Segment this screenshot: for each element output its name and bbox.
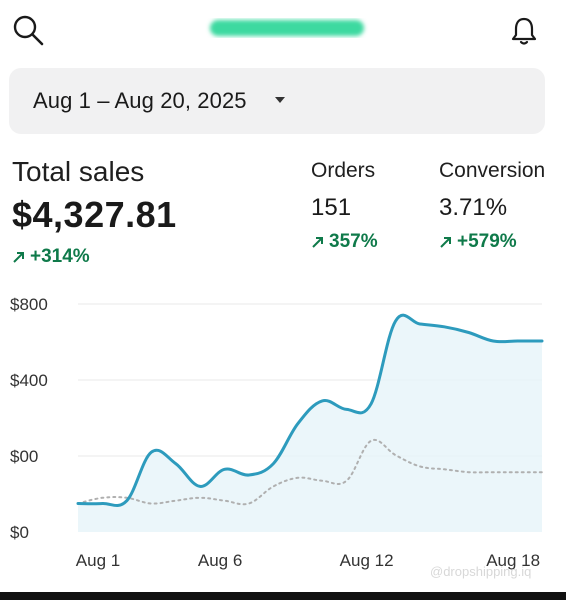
arrow-up-right-icon	[440, 237, 451, 248]
arrow-up-right-icon	[13, 252, 24, 263]
total-sales-value: $4,327.81	[12, 194, 177, 235]
conversion-change: +579%	[439, 231, 517, 253]
bottom-bar	[0, 592, 566, 600]
bell-icon[interactable]	[508, 14, 540, 48]
conversion-change-value: +579%	[457, 231, 517, 252]
orders-change-value: 357%	[329, 231, 378, 252]
arrow-up-right-icon	[312, 237, 323, 248]
caret-down-icon	[275, 97, 285, 103]
x-tick-label: Aug 12	[340, 551, 394, 570]
total-sales-change-value: +314%	[30, 246, 90, 267]
sales-area-fill	[78, 315, 542, 532]
orders-title: Orders	[311, 159, 376, 182]
search-icon[interactable]	[8, 10, 48, 50]
y-tick-label: $400	[10, 371, 48, 390]
y-tick-label: $0	[10, 523, 29, 542]
store-logo	[210, 20, 364, 36]
orders-value: 151	[311, 194, 352, 221]
top-bar	[0, 0, 566, 64]
y-tick-label: $00	[10, 447, 38, 466]
x-tick-label: Aug 1	[76, 551, 120, 570]
x-tick-label: Aug 18	[486, 551, 540, 570]
y-tick-label: $800	[10, 295, 48, 314]
total-sales-change: +314%	[12, 246, 90, 268]
sales-chart: $800 $400 $00 $0 Aug 1 Aug 6 Aug 12 Aug 18	[10, 295, 544, 570]
total-sales-title: Total sales	[12, 156, 145, 187]
x-tick-label: Aug 6	[198, 551, 242, 570]
conversion-value: 3.71%	[439, 194, 508, 221]
conversion-title: Conversion	[439, 159, 546, 182]
sales-series-line	[76, 313, 544, 507]
date-range-selector[interactable]: Aug 1 – Aug 20, 2025	[9, 68, 545, 134]
orders-change: 357%	[311, 231, 378, 253]
watermark: @dropshipping.iq	[430, 564, 532, 579]
comparison-series-line	[77, 438, 543, 506]
date-range-label: Aug 1 – Aug 20, 2025	[33, 88, 247, 113]
